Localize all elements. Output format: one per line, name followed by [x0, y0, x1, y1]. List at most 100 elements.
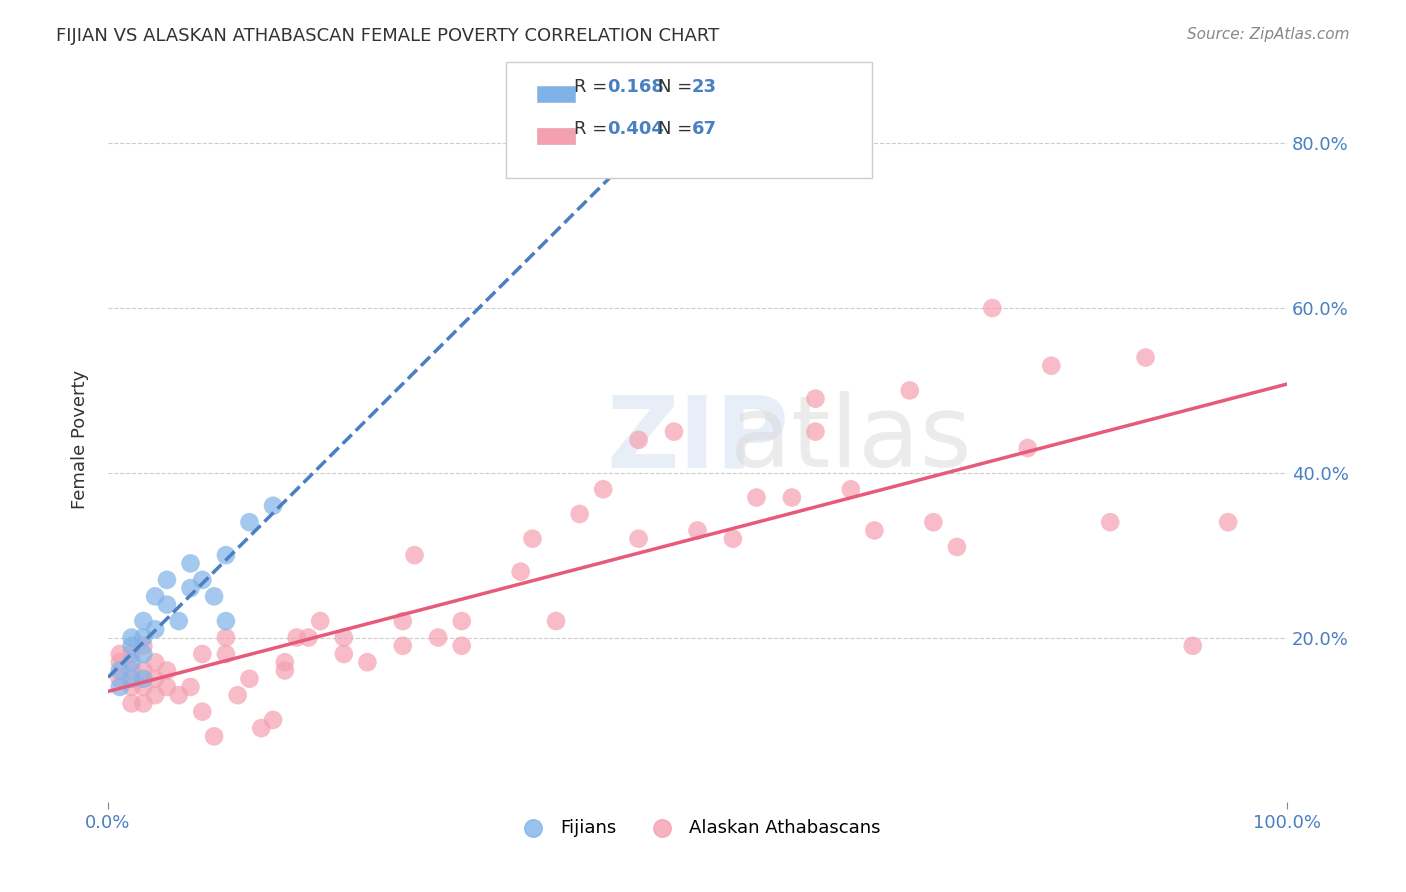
Point [121, 631, 143, 645]
Point [132, 664, 155, 678]
Point [121, 664, 143, 678]
Text: 67: 67 [692, 120, 717, 137]
Point [804, 392, 827, 406]
Point [238, 672, 260, 686]
Point [143, 688, 166, 702]
Text: ZIP: ZIP [606, 392, 789, 488]
Point [108, 680, 131, 694]
Point [108, 647, 131, 661]
Point [121, 697, 143, 711]
Point [226, 688, 249, 702]
Point [356, 655, 378, 669]
Point [686, 524, 709, 538]
Point [132, 639, 155, 653]
Point [132, 614, 155, 628]
Point [156, 680, 179, 694]
Point [839, 483, 862, 497]
Point [274, 664, 297, 678]
Y-axis label: Female Poverty: Female Poverty [72, 370, 89, 509]
Point [132, 647, 155, 661]
Point [780, 491, 803, 505]
Point [981, 301, 1004, 315]
Point [121, 680, 143, 694]
Point [167, 614, 190, 628]
Point [215, 647, 238, 661]
Point [297, 631, 319, 645]
Point [132, 697, 155, 711]
Point [262, 499, 284, 513]
Point [132, 680, 155, 694]
Point [592, 483, 614, 497]
Point [922, 515, 945, 529]
Point [180, 557, 202, 571]
Point [450, 639, 472, 653]
Point [180, 680, 202, 694]
Text: R =: R = [574, 120, 607, 137]
Point [215, 631, 238, 645]
Point [391, 639, 413, 653]
Point [250, 721, 273, 735]
Point [898, 384, 921, 398]
Point [863, 524, 886, 538]
Point [156, 573, 179, 587]
Point [568, 507, 591, 521]
Point [121, 655, 143, 669]
Text: 0.404: 0.404 [607, 120, 664, 137]
Text: 23: 23 [692, 78, 717, 95]
Point [202, 730, 225, 744]
Point [450, 614, 472, 628]
Point [285, 631, 308, 645]
Text: N =: N = [658, 120, 692, 137]
Point [180, 581, 202, 595]
Point [108, 664, 131, 678]
Point [1181, 639, 1204, 653]
Point [1216, 515, 1239, 529]
Point [238, 515, 260, 529]
Point [215, 548, 238, 562]
Point [262, 713, 284, 727]
Point [143, 672, 166, 686]
Point [1099, 515, 1122, 529]
Point [391, 614, 413, 628]
Point [143, 655, 166, 669]
Point [132, 672, 155, 686]
Text: 0.168: 0.168 [607, 78, 665, 95]
Point [1040, 359, 1063, 373]
Point [132, 631, 155, 645]
Point [274, 655, 297, 669]
Point [167, 688, 190, 702]
Point [522, 532, 544, 546]
Point [804, 425, 827, 439]
Point [333, 647, 356, 661]
Text: R =: R = [574, 78, 607, 95]
Point [191, 705, 214, 719]
Text: Source: ZipAtlas.com: Source: ZipAtlas.com [1187, 27, 1350, 42]
Point [108, 655, 131, 669]
Text: N =: N = [658, 78, 692, 95]
Point [143, 590, 166, 604]
Point [143, 622, 166, 636]
Point [191, 573, 214, 587]
Point [121, 672, 143, 686]
Point [627, 433, 650, 447]
Point [309, 614, 332, 628]
Point [745, 491, 768, 505]
Point [156, 664, 179, 678]
Point [191, 647, 214, 661]
Text: FIJIAN VS ALASKAN ATHABASCAN FEMALE POVERTY CORRELATION CHART: FIJIAN VS ALASKAN ATHABASCAN FEMALE POVE… [56, 27, 720, 45]
Point [427, 631, 450, 645]
Legend: Fijians, Alaskan Athabascans: Fijians, Alaskan Athabascans [508, 812, 887, 844]
Point [1017, 441, 1039, 455]
Point [509, 565, 531, 579]
Point [108, 672, 131, 686]
Point [156, 598, 179, 612]
Point [202, 590, 225, 604]
Point [662, 425, 685, 439]
Point [627, 532, 650, 546]
Point [946, 540, 969, 554]
Point [544, 614, 567, 628]
Point [404, 548, 426, 562]
Point [121, 639, 143, 653]
Text: atlas: atlas [730, 392, 972, 488]
Point [121, 647, 143, 661]
